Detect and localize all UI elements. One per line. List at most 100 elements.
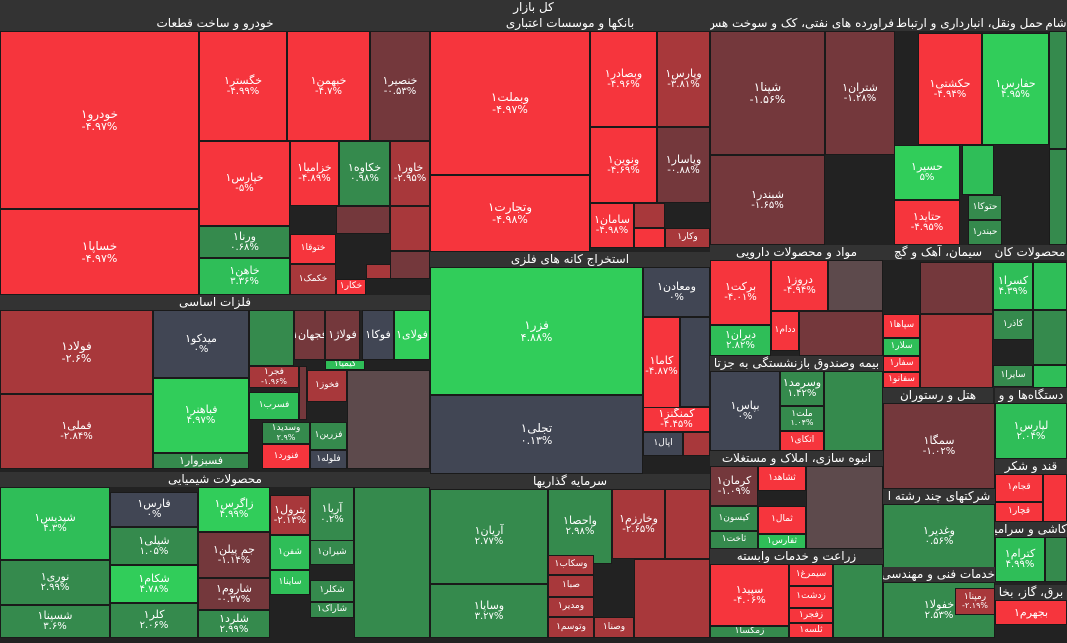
stock-tile[interactable]: آریا۱ ۰.۲%: [310, 487, 354, 542]
stock-tile[interactable]: حتوکا۱: [968, 195, 1002, 220]
stock-tile[interactable]: وغدیر۱ ۰.۵۶%: [883, 504, 995, 568]
stock-tile[interactable]: شاراک۱: [310, 602, 354, 618]
stock-tile[interactable]: حبندر۱: [968, 220, 1002, 245]
stock-tile[interactable]: خکمک۱: [290, 264, 336, 295]
stock-tile[interactable]: سفار۱: [883, 356, 920, 372]
stock-tile[interactable]: [634, 559, 710, 638]
stock-tile[interactable]: ثمال۱: [758, 506, 806, 534]
stock-tile[interactable]: سفانو۱: [883, 372, 920, 388]
stock-tile[interactable]: قچار۱: [995, 502, 1043, 522]
stock-tile[interactable]: دروز۱ -۴.۹۴%: [771, 260, 828, 311]
stock-tile[interactable]: [390, 251, 430, 279]
stock-tile[interactable]: فزر۱ ۴.۸۸%: [430, 267, 643, 395]
stock-tile[interactable]: شکام۱ ۴.۷۸%: [110, 565, 198, 603]
stock-tile[interactable]: ملت۱ ۱.۰۴%: [780, 406, 824, 431]
stock-tile[interactable]: سامان۱ -۴.۹۸%: [590, 203, 634, 248]
stock-tile[interactable]: فسبزوار۱: [153, 453, 249, 469]
stock-tile[interactable]: وسکاب۱: [548, 555, 594, 575]
stock-tile[interactable]: کلر۱ ۲.۰۶%: [110, 603, 198, 638]
stock-tile[interactable]: خگستر۱ -۴.۹۹%: [199, 31, 287, 141]
stock-tile[interactable]: [824, 371, 883, 451]
stock-tile[interactable]: بپاس۱ ۰%: [710, 371, 780, 451]
stock-tile[interactable]: [806, 466, 883, 549]
stock-tile[interactable]: [1049, 149, 1067, 245]
stock-tile[interactable]: واحصا۱ ۲.۹۸%: [548, 489, 612, 564]
stock-tile[interactable]: [1045, 537, 1067, 582]
stock-tile[interactable]: شپدیس۱ ۴.۳%: [0, 487, 110, 560]
stock-tile[interactable]: خاهن۱ ۳.۳۶%: [199, 258, 290, 295]
stock-tile[interactable]: کیسون۱: [710, 506, 758, 531]
stock-tile[interactable]: [336, 206, 390, 234]
stock-tile[interactable]: فولاژ۱: [325, 310, 360, 360]
stock-tile[interactable]: خکار۱: [336, 279, 366, 295]
stock-tile[interactable]: وبملت۱ -۴.۹۷%: [430, 31, 590, 175]
stock-tile[interactable]: وکار۱: [665, 228, 710, 248]
stock-tile[interactable]: [1043, 474, 1067, 522]
stock-tile[interactable]: سایرا۱: [993, 365, 1033, 387]
stock-tile[interactable]: شتران۱ -۱.۲۸%: [825, 31, 895, 155]
stock-tile[interactable]: ومعادن۱ ۰%: [643, 267, 710, 317]
stock-tile[interactable]: شپنا۱ -۱.۵۶%: [710, 31, 825, 155]
stock-tile[interactable]: [390, 206, 430, 251]
stock-tile[interactable]: زدشت۱: [789, 586, 833, 608]
stock-tile[interactable]: [962, 145, 994, 195]
stock-tile[interactable]: کاما۱ -۴.۸۷%: [643, 317, 680, 416]
stock-tile[interactable]: ختوقا۱: [290, 234, 336, 264]
stock-tile[interactable]: وتوسم۱: [548, 617, 594, 638]
stock-tile[interactable]: فوکا۱: [362, 310, 394, 360]
stock-tile[interactable]: وپارس۱ -۳.۸۱%: [657, 31, 710, 127]
stock-tile[interactable]: زمگسا۱: [710, 626, 789, 638]
stock-tile[interactable]: خزامیا۱ -۴.۸۹%: [290, 141, 339, 206]
stock-tile[interactable]: وبصادر۱ -۴.۹۶%: [590, 31, 657, 127]
stock-tile[interactable]: فنورد۱: [262, 444, 310, 469]
stock-tile[interactable]: ثلسه۱: [789, 623, 833, 638]
stock-tile[interactable]: شسپنا۱ ۳.۶%: [0, 605, 110, 638]
stock-tile[interactable]: شاروم۱ -۰.۳۷%: [198, 578, 270, 610]
stock-tile[interactable]: خودرو۱ -۴.۹۷%: [0, 31, 199, 209]
stock-tile[interactable]: [799, 311, 883, 356]
stock-tile[interactable]: [920, 262, 993, 314]
stock-tile[interactable]: جم پیلن۱ -۱.۱۴%: [198, 532, 270, 578]
stock-tile[interactable]: خنصیر۱ -۰.۵۳%: [370, 31, 430, 141]
stock-tile[interactable]: خپارس۱ -۵%: [199, 141, 290, 226]
stock-tile[interactable]: [634, 203, 665, 228]
stock-tile[interactable]: فخوز۱: [307, 370, 347, 402]
stock-tile[interactable]: فجهان۱: [294, 310, 325, 360]
stock-tile[interactable]: وساپا۱ ۳.۲۷%: [430, 584, 548, 638]
stock-tile[interactable]: شیران۱: [310, 540, 354, 565]
stock-tile[interactable]: خاور۱ -۲.۹۵%: [390, 141, 430, 206]
stock-tile[interactable]: [347, 370, 430, 469]
stock-tile[interactable]: رمپنا۱ -۲.۱۹%: [955, 588, 995, 615]
stock-tile[interactable]: لپارس۱ ۲.۰۴%: [995, 403, 1067, 459]
stock-tile[interactable]: ددام۱: [771, 311, 799, 351]
stock-tile[interactable]: [665, 489, 710, 559]
stock-tile[interactable]: [1033, 262, 1067, 310]
stock-tile[interactable]: شپلی۱ ۱.۰۵%: [110, 527, 198, 565]
stock-tile[interactable]: شفن۱: [270, 535, 310, 570]
stock-tile[interactable]: زاگرس۱ ۴.۹۹%: [198, 487, 270, 532]
stock-tile[interactable]: فباهنر۱ ۴.۹۷%: [153, 378, 249, 453]
stock-tile[interactable]: کاذر۱: [993, 310, 1033, 340]
stock-tile[interactable]: فولاد۱ -۲.۶%: [0, 310, 153, 394]
stock-tile[interactable]: وسدید۱ ۲.۹%: [262, 422, 310, 444]
stock-tile[interactable]: [1049, 31, 1067, 149]
stock-tile[interactable]: شکلر۱: [310, 580, 354, 602]
stock-tile[interactable]: سلار۱: [883, 338, 920, 356]
stock-tile[interactable]: [634, 228, 665, 248]
stock-tile[interactable]: [249, 310, 294, 366]
stock-tile[interactable]: فملی۱ -۲.۸۴%: [0, 394, 153, 469]
stock-tile[interactable]: اپال۱: [643, 432, 683, 456]
stock-tile[interactable]: فزرین۱: [310, 422, 347, 450]
stock-tile[interactable]: حتاید۱ -۴.۹۵%: [894, 200, 960, 245]
stock-tile[interactable]: وخارزم۱ -۲.۶۵%: [612, 489, 665, 559]
stock-tile[interactable]: پترول۱ -۲.۱۳%: [270, 495, 310, 535]
stock-tile[interactable]: [680, 317, 710, 407]
stock-tile[interactable]: ومدیر۱: [548, 597, 594, 617]
stock-tile[interactable]: [299, 366, 307, 420]
stock-tile[interactable]: اتکای۱: [780, 431, 824, 451]
stock-tile[interactable]: حفارس۱ ۴.۹۵%: [982, 33, 1049, 145]
stock-tile[interactable]: خساپا۱ -۴.۹۷%: [0, 209, 199, 295]
stock-tile[interactable]: خبهمن۱ -۴.۷%: [287, 31, 370, 141]
stock-tile[interactable]: سپید۱ -۴.۰۶%: [710, 564, 789, 626]
stock-tile[interactable]: فسرب۱: [249, 392, 299, 420]
